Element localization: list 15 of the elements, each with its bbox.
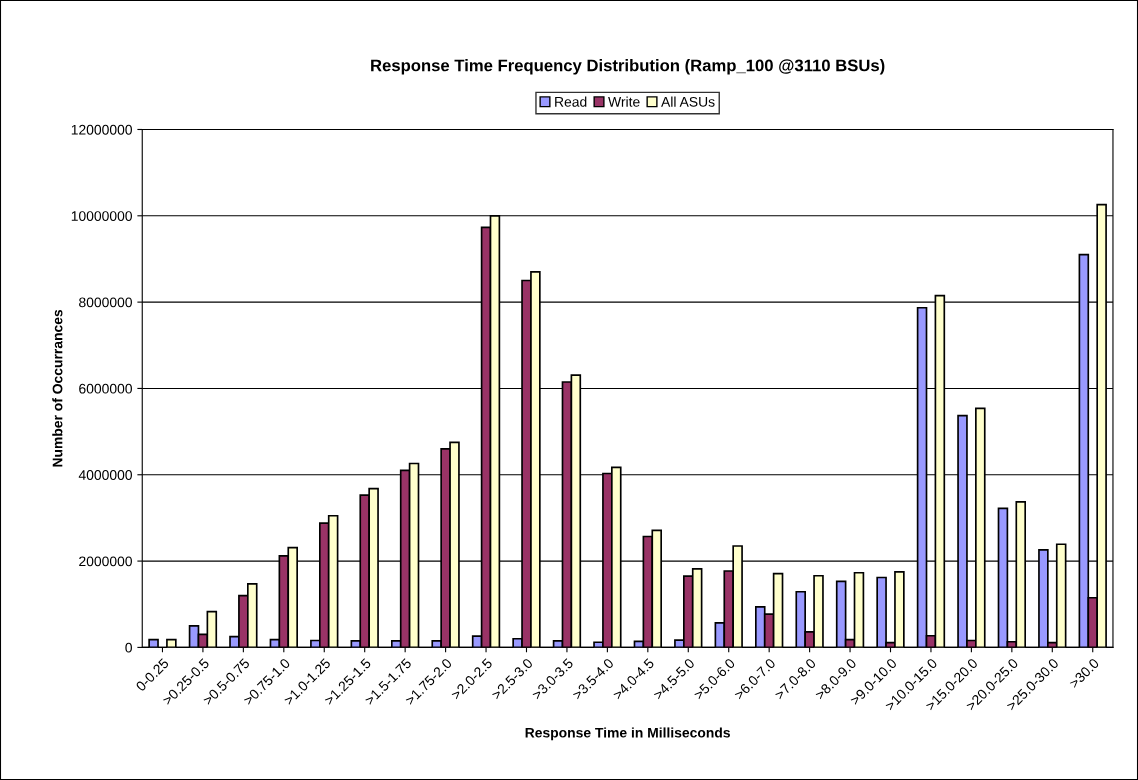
legend-label: All ASUs — [661, 96, 715, 107]
y-axis-title: Number of Occurrances — [52, 309, 63, 467]
y-tick-label: 6000000 — [79, 383, 132, 394]
chart-title: Response Time Frequency Distribution (Ramp_100 @3110 BSUs) — [371, 59, 885, 75]
bar — [148, 638, 159, 648]
bar — [166, 638, 177, 648]
y-tick-label: 4000000 — [78, 470, 132, 480]
x-axis-title: Response Time in Milliseconds — [525, 727, 730, 741]
legend-label: Read — [555, 96, 587, 107]
y-tick-label: 10000000 — [71, 211, 132, 221]
legend-label: Write — [608, 96, 640, 107]
y-tick-label: 8000000 — [79, 297, 132, 308]
y-tick-label: 2000000 — [79, 556, 132, 567]
y-tick-label: 12000000 — [71, 124, 132, 135]
y-tick-label: 0 — [125, 642, 132, 653]
